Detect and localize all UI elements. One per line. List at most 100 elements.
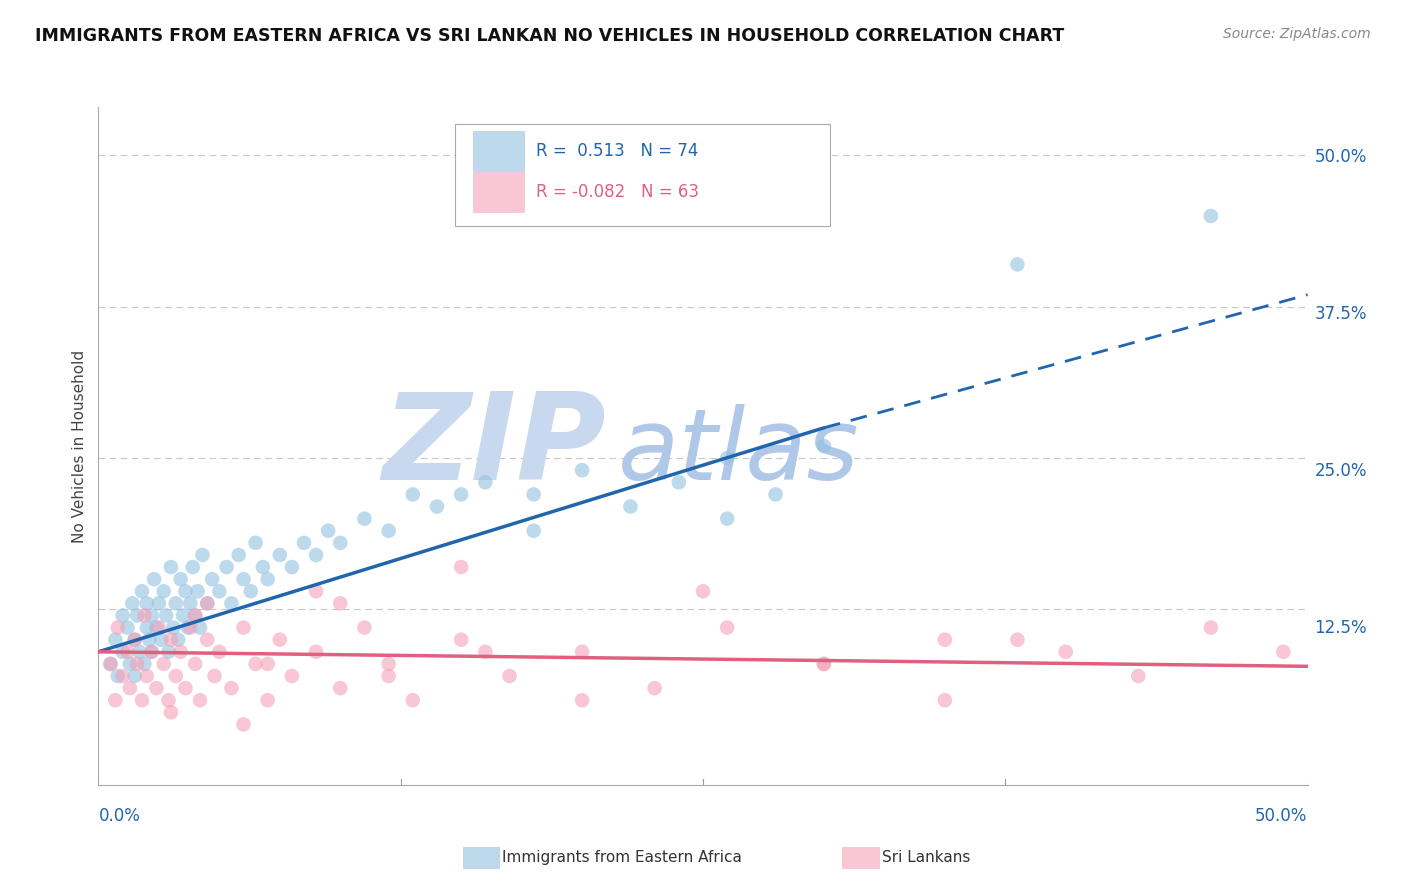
Point [150, 632, 173, 647]
Point [174, 681, 197, 695]
Point [245, 536, 267, 550]
Point [141, 645, 163, 659]
Text: 50.0%: 50.0% [1256, 807, 1308, 825]
Point [813, 439, 835, 453]
Point [329, 596, 352, 610]
Point [716, 511, 738, 525]
Text: Sri Lankans: Sri Lankans [882, 850, 970, 864]
Text: 0.0%: 0.0% [98, 807, 141, 825]
Point [426, 500, 449, 514]
Point [118, 657, 141, 671]
Point [152, 584, 174, 599]
Point [1128, 669, 1150, 683]
Point [245, 657, 267, 671]
Point [131, 693, 153, 707]
Point [127, 608, 149, 623]
Point [165, 669, 187, 683]
Point [571, 693, 593, 707]
Point [402, 487, 425, 501]
Point [523, 524, 546, 538]
Point [169, 645, 191, 659]
Text: 12.5%: 12.5% [1315, 619, 1367, 637]
Point [765, 487, 787, 501]
FancyBboxPatch shape [474, 172, 524, 211]
Point [668, 475, 690, 490]
Point [644, 681, 666, 695]
Point [188, 693, 211, 707]
Point [221, 596, 243, 610]
Point [177, 621, 200, 635]
Text: R = -0.082   N = 63: R = -0.082 N = 63 [536, 183, 699, 201]
Point [135, 596, 157, 610]
Point [1007, 632, 1029, 647]
Point [117, 621, 139, 635]
Point [1054, 645, 1077, 659]
Point [148, 596, 170, 610]
Point [100, 657, 122, 671]
Text: 37.5%: 37.5% [1315, 305, 1367, 323]
Point [716, 451, 738, 466]
FancyBboxPatch shape [474, 131, 524, 171]
Point [145, 681, 167, 695]
Point [934, 693, 956, 707]
Point [179, 596, 201, 610]
Point [128, 645, 150, 659]
Point [228, 548, 250, 562]
Point [107, 669, 129, 683]
Point [111, 669, 134, 683]
Point [165, 596, 187, 610]
Text: atlas: atlas [619, 404, 860, 501]
Point [450, 560, 472, 574]
Point [256, 572, 278, 586]
Point [184, 657, 207, 671]
Text: 25.0%: 25.0% [1315, 462, 1367, 480]
Point [195, 596, 218, 610]
Point [305, 548, 328, 562]
Point [450, 632, 472, 647]
Point [402, 693, 425, 707]
Point [474, 645, 496, 659]
Point [692, 584, 714, 599]
Point [104, 693, 127, 707]
Point [104, 632, 127, 647]
Point [232, 572, 254, 586]
Point [316, 524, 339, 538]
Point [329, 681, 352, 695]
Point [134, 657, 156, 671]
Point [1007, 257, 1029, 271]
Point [377, 524, 399, 538]
Point [571, 645, 593, 659]
Text: IMMIGRANTS FROM EASTERN AFRICA VS SRI LANKAN NO VEHICLES IN HOUSEHOLD CORRELATIO: IMMIGRANTS FROM EASTERN AFRICA VS SRI LA… [35, 27, 1064, 45]
Point [117, 645, 139, 659]
Point [167, 632, 190, 647]
Point [208, 584, 231, 599]
Point [100, 657, 122, 671]
Point [474, 475, 496, 490]
Point [377, 669, 399, 683]
Point [181, 560, 204, 574]
Point [184, 608, 207, 623]
Point [195, 596, 218, 610]
Point [160, 560, 183, 574]
Text: ZIP: ZIP [382, 387, 606, 505]
FancyBboxPatch shape [456, 124, 830, 226]
Point [148, 621, 170, 635]
Point [232, 717, 254, 731]
Point [174, 584, 197, 599]
Point [215, 560, 238, 574]
Point [191, 548, 214, 562]
Point [450, 487, 472, 501]
Point [1272, 645, 1295, 659]
Point [141, 645, 163, 659]
Point [329, 536, 352, 550]
Point [239, 584, 262, 599]
Point [232, 621, 254, 635]
Text: Source: ZipAtlas.com: Source: ZipAtlas.com [1223, 27, 1371, 41]
Point [179, 621, 201, 635]
Point [111, 608, 134, 623]
Point [145, 621, 167, 635]
Point [813, 657, 835, 671]
Text: Immigrants from Eastern Africa: Immigrants from Eastern Africa [502, 850, 742, 864]
Point [135, 669, 157, 683]
Point [619, 500, 641, 514]
